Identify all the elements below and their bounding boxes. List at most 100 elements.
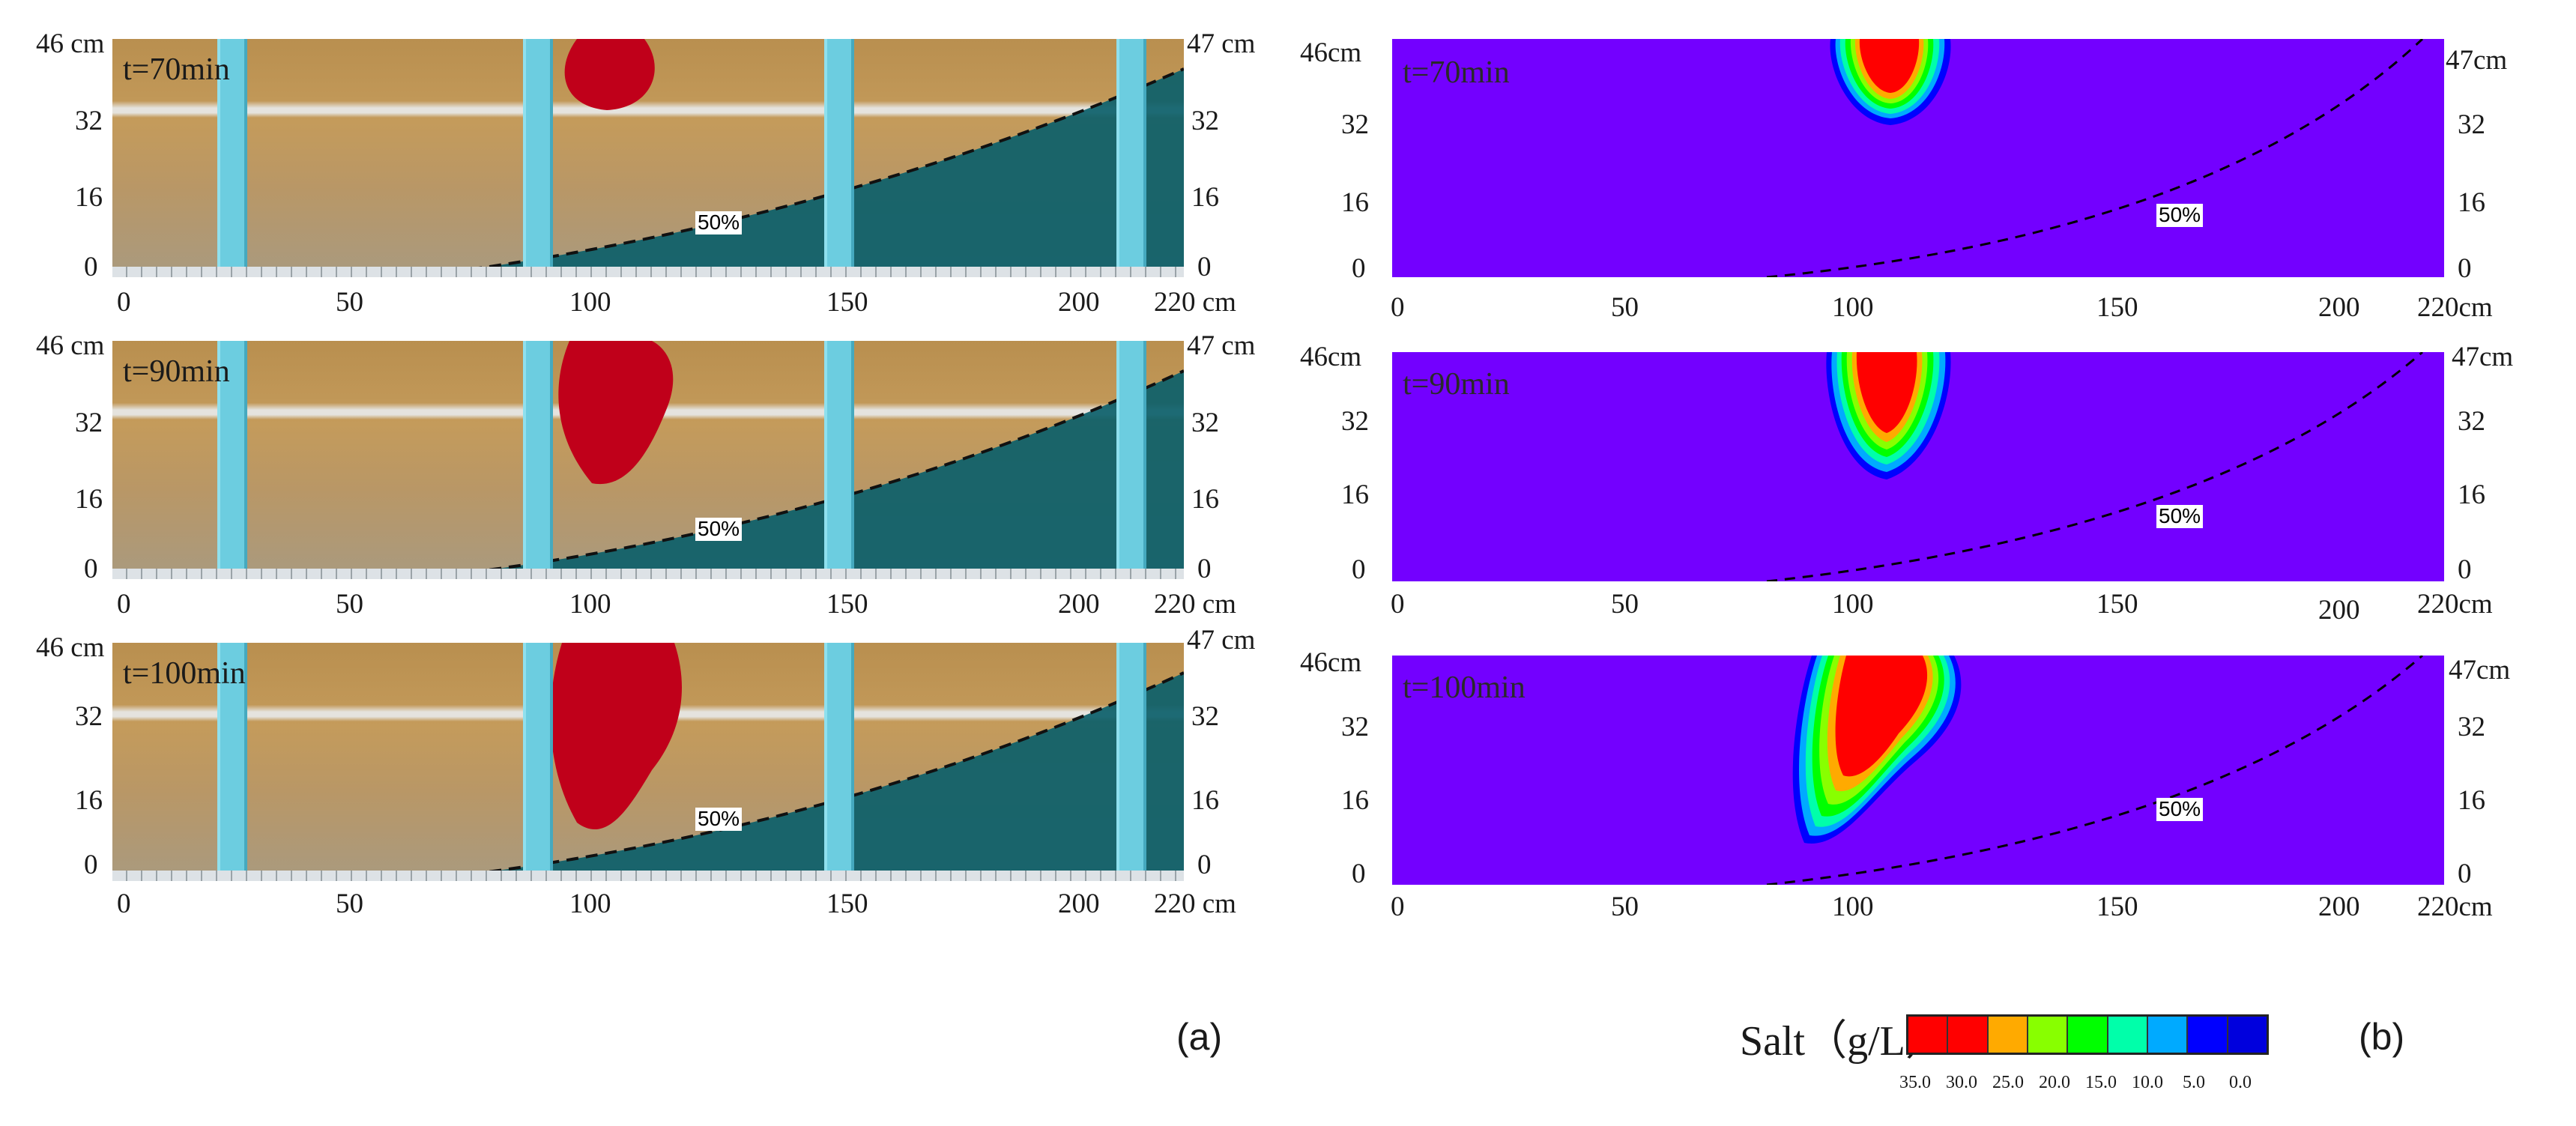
time-label: t=90min <box>123 354 230 389</box>
percent-label: 50% <box>695 211 743 234</box>
y-tick: 0 <box>84 252 98 282</box>
right-tick: 0 <box>1197 850 1212 880</box>
x-tick: 200 <box>2318 292 2360 323</box>
x-tick: 0 <box>1391 589 1405 620</box>
legend-swatch <box>2188 1017 2228 1053</box>
legend-tick: 0.0 <box>2229 1073 2252 1092</box>
simulation-frame-3: t=100min 50% <box>1392 656 2444 885</box>
y-tick: 32 <box>75 408 103 438</box>
frame-post <box>523 341 553 579</box>
dye-plume-3 <box>550 643 682 830</box>
legend-tick: 5.0 <box>2183 1073 2205 1092</box>
legend-tick: 10.0 <box>2132 1073 2163 1092</box>
y-tick: 16 <box>1341 479 1369 510</box>
percent-label: 50% <box>2156 504 2204 528</box>
percent-label: 50% <box>695 807 743 831</box>
color-legend <box>1906 1014 2269 1055</box>
x-tick: 0 <box>117 287 131 318</box>
legend-swatch <box>1948 1017 1989 1053</box>
time-label: t=70min <box>123 52 230 87</box>
x-tick: 150 <box>2096 589 2138 620</box>
x-tick: 220cm <box>2417 892 2493 922</box>
frame-post <box>217 341 247 579</box>
time-label: t=100min <box>123 656 246 691</box>
right-tick: 32 <box>1191 106 1219 136</box>
legend-ticks: 35.0 30.0 25.0 20.0 15.0 10.0 5.0 0.0 <box>1899 1073 2275 1095</box>
right-tick: 16 <box>1191 182 1219 213</box>
percent-label: 50% <box>695 517 743 541</box>
dye-plume-1 <box>564 39 655 110</box>
panel-a-label: (a) <box>1176 1016 1223 1058</box>
right-tick: 0 <box>2458 253 2472 284</box>
right-tick: 0 <box>1197 554 1212 584</box>
y-tick: 32 <box>1341 406 1369 437</box>
y-tick: 32 <box>1341 109 1369 140</box>
legend-swatch <box>2068 1017 2108 1053</box>
x-tick: 0 <box>1391 292 1405 323</box>
x-tick: 200 <box>1058 889 1100 919</box>
x-tick: 100 <box>1832 892 1874 922</box>
legend-swatch <box>2108 1017 2148 1053</box>
frame-post <box>523 39 553 277</box>
y-tick: 16 <box>75 785 103 816</box>
frame-post <box>1116 39 1146 277</box>
frame-post <box>217 643 247 881</box>
y-tick: 0 <box>1352 859 1366 889</box>
x-tick: 0 <box>117 889 131 919</box>
dye-plume-2 <box>558 341 674 485</box>
frame-post <box>1116 643 1146 881</box>
y-tick: 0 <box>1352 554 1366 585</box>
simulation-frame-2: t=90min 50% <box>1392 352 2444 581</box>
right-tick: 16 <box>2458 479 2485 510</box>
x-tick: 50 <box>1611 589 1639 620</box>
y-tick: 32 <box>75 106 103 136</box>
right-top-label: 47 cm <box>1187 625 1256 656</box>
y-tick: 16 <box>1341 785 1369 816</box>
left-top-label: 46cm <box>1300 37 1362 68</box>
x-tick: 220cm <box>2417 589 2493 620</box>
x-tick: 50 <box>336 287 363 318</box>
simulation-frame-1: t=70min 50% <box>1392 39 2444 277</box>
right-tick: 0 <box>1197 252 1212 282</box>
legend-swatch <box>2147 1017 2189 1053</box>
time-label: t=90min <box>1403 367 1510 402</box>
right-tick: 0 <box>2458 859 2472 889</box>
frame-post <box>824 341 854 579</box>
right-top-label: 47cm <box>2449 655 2511 685</box>
x-tick: 100 <box>569 287 611 318</box>
x-tick: 100 <box>569 889 611 919</box>
x-tick: 50 <box>336 889 363 919</box>
left-top-label: 46 cm <box>36 330 105 361</box>
saltwater-wedge-3 <box>411 643 1184 881</box>
legend-swatch <box>1988 1017 2028 1053</box>
x-tick: 220cm <box>2417 292 2493 323</box>
legend-tick: 20.0 <box>2039 1073 2070 1092</box>
photo-frame-1: t=70min 50% <box>112 39 1184 277</box>
right-tick: 32 <box>2458 406 2485 437</box>
saltwater-wedge-2 <box>411 341 1184 579</box>
legend-swatch <box>2028 1017 2069 1053</box>
tank-bottom <box>112 267 1184 277</box>
x-tick: 200 <box>1058 589 1100 620</box>
right-tick: 16 <box>2458 187 2485 218</box>
right-top-label: 47cm <box>2452 342 2514 372</box>
x-tick: 100 <box>569 589 611 620</box>
left-top-label: 46cm <box>1300 647 1362 678</box>
salt-plume-3 <box>1766 656 2423 885</box>
legend-swatch <box>1908 1017 1949 1053</box>
y-tick: 0 <box>1352 253 1366 284</box>
photo-frame-3: t=100min 50% <box>112 643 1184 881</box>
x-tick: 150 <box>826 589 868 620</box>
x-tick: 50 <box>336 589 363 620</box>
y-tick: 32 <box>1341 712 1369 742</box>
x-tick: 0 <box>1391 892 1405 922</box>
right-tick: 32 <box>2458 109 2485 140</box>
frame-post <box>1116 341 1146 579</box>
frame-post <box>523 643 553 881</box>
x-tick: 50 <box>1611 292 1639 323</box>
x-tick: 220 cm <box>1154 889 1236 919</box>
saltwater-wedge-1 <box>411 39 1184 277</box>
legend-tick: 35.0 <box>1899 1073 1931 1092</box>
x-tick: 0 <box>117 589 131 620</box>
salt-plume-2 <box>1766 352 2423 581</box>
